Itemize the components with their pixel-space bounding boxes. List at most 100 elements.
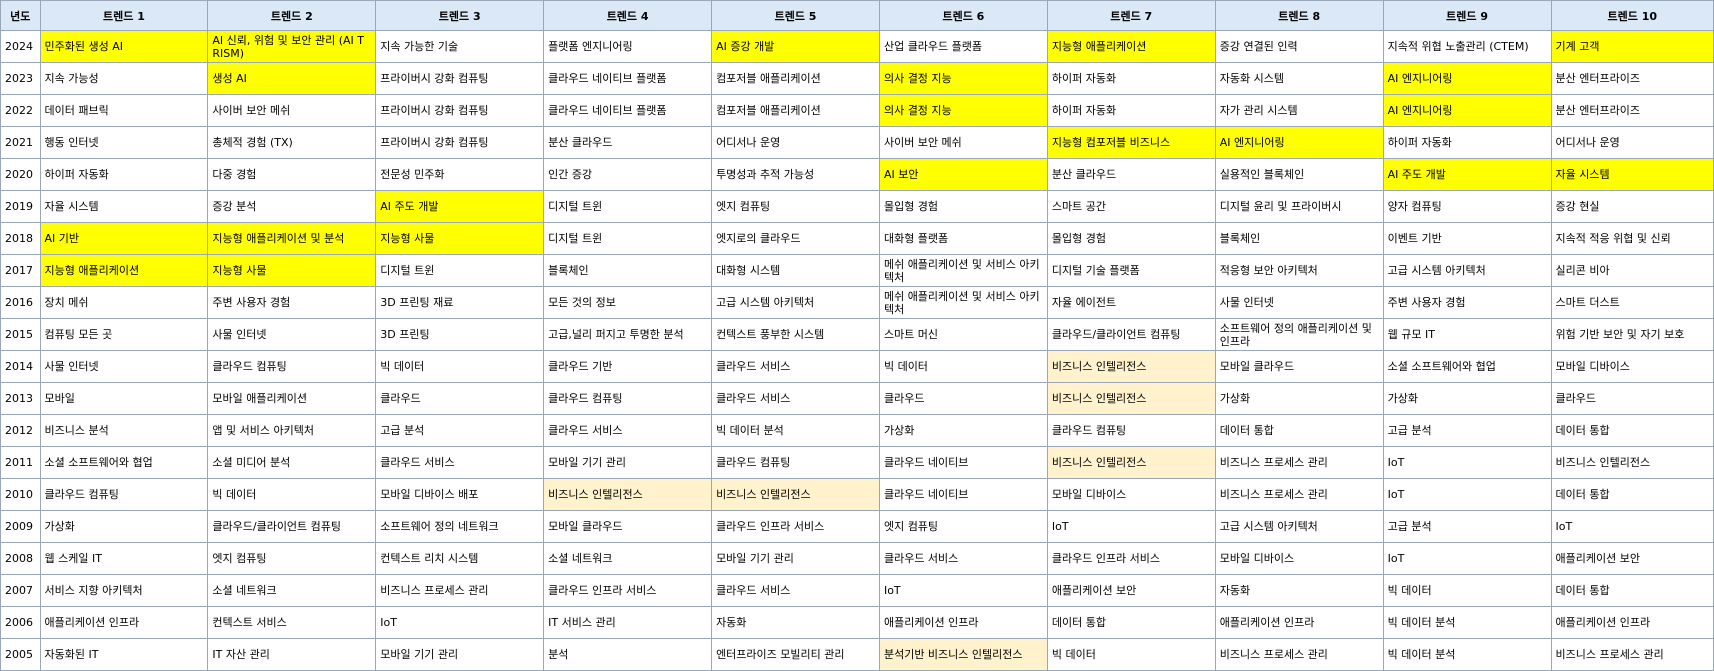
trend-cell[interactable]: AI 신뢰, 위험 및 보안 관리 (AI TRISM)	[207, 30, 377, 63]
trend-cell[interactable]: 데이터 통합	[1046, 606, 1216, 639]
trend-cell[interactable]: 산업 클라우드 플랫폼	[878, 30, 1048, 63]
trend-cell[interactable]: 클라우드 서비스	[711, 350, 880, 383]
trend-cell[interactable]: 비즈니스 인텔리전스	[1046, 382, 1216, 415]
trend-cell[interactable]: 행동 인터넷	[39, 126, 209, 159]
trend-cell[interactable]: 위험 기반 보안 및 자기 보호	[1550, 318, 1714, 351]
trend-cell[interactable]: 비즈니스 인텔리전스	[1550, 446, 1714, 479]
trend-cell[interactable]: 가상화	[1382, 382, 1552, 415]
trend-cell[interactable]: 소셜 네트워크	[543, 542, 713, 575]
trend-cell[interactable]: 웹 스케일 IT	[39, 542, 209, 575]
trend-cell[interactable]: 분산 엔터프라이즈	[1550, 62, 1714, 95]
trend-cell[interactable]: 메쉬 애플리케이션 및 서비스 아키텍처	[878, 286, 1048, 319]
trend-cell[interactable]: 애플리케이션 보안	[1550, 542, 1714, 575]
column-header-trend-7[interactable]: 트렌드 7	[1046, 0, 1216, 31]
trend-cell[interactable]: 데이터 통합	[1550, 478, 1714, 511]
trend-cell[interactable]: 엣지 컴퓨팅	[207, 542, 377, 575]
trend-cell[interactable]: 가상화	[878, 414, 1048, 447]
trend-cell[interactable]: 3D 프린팅 재료	[375, 286, 545, 319]
trend-cell[interactable]: AI 엔지니어링	[1214, 126, 1384, 159]
trend-cell[interactable]: 빅 데이터	[207, 478, 377, 511]
trend-cell[interactable]: 클라우드 서비스	[711, 382, 880, 415]
column-header-trend-10[interactable]: 트렌드 10	[1550, 0, 1714, 31]
trend-cell[interactable]: 고급 분석	[1382, 414, 1552, 447]
trend-cell[interactable]: 애플리케이션 인프라	[1214, 606, 1384, 639]
column-header-trend-5[interactable]: 트렌드 5	[711, 0, 880, 31]
trend-cell[interactable]: 대화형 시스템	[711, 254, 880, 287]
trend-cell[interactable]: 모바일	[39, 382, 209, 415]
trend-cell[interactable]: 클라우드	[878, 382, 1048, 415]
trend-cell[interactable]: 어디서나 운영	[711, 126, 880, 159]
trend-cell[interactable]: 데이터 통합	[1214, 414, 1384, 447]
trend-cell[interactable]: 클라우드 네이티브 플랫폼	[543, 94, 713, 127]
trend-cell[interactable]: 인간 증강	[543, 158, 713, 191]
year-cell[interactable]: 2005	[0, 638, 41, 671]
trend-cell[interactable]: 클라우드 컴퓨팅	[207, 350, 377, 383]
trend-cell[interactable]: 클라우드 컴퓨팅	[1046, 414, 1216, 447]
trend-cell[interactable]: 의사 결정 지능	[878, 94, 1048, 127]
trend-cell[interactable]: 앱 및 서비스 아키텍처	[207, 414, 377, 447]
year-cell[interactable]: 2012	[0, 414, 41, 447]
trend-cell[interactable]: 모바일 디바이스	[1550, 350, 1714, 383]
trend-cell[interactable]: 비즈니스 프로세스 관리	[375, 574, 545, 607]
trend-cell[interactable]: 빅 데이터 분석	[1382, 638, 1552, 671]
trend-cell[interactable]: 고급 시스템 아키텍처	[1214, 510, 1384, 543]
trend-cell[interactable]: 클라우드 컴퓨팅	[711, 446, 880, 479]
trend-cell[interactable]: 스마트 머신	[878, 318, 1048, 351]
year-cell[interactable]: 2023	[0, 62, 41, 95]
trend-cell[interactable]: IoT	[375, 606, 545, 639]
trend-cell[interactable]: 가상화	[1214, 382, 1384, 415]
trend-cell[interactable]: 엣지 컴퓨팅	[878, 510, 1048, 543]
trend-cell[interactable]: 증강 연결된 인력	[1214, 30, 1384, 63]
trend-cell[interactable]: 증강 분석	[207, 190, 377, 223]
trend-cell[interactable]: AI 엔지니어링	[1382, 62, 1552, 95]
column-header-trend-4[interactable]: 트렌드 4	[543, 0, 713, 31]
trend-cell[interactable]: 모바일 디바이스	[1214, 542, 1384, 575]
trend-cell[interactable]: 데이터 패브릭	[39, 94, 209, 127]
trend-cell[interactable]: 소프트웨어 정의 네트워크	[375, 510, 545, 543]
trend-cell[interactable]: 빅 데이터	[1046, 638, 1216, 671]
trend-cell[interactable]: 가상화	[39, 510, 209, 543]
trend-cell[interactable]: 고급 시스템 아키텍처	[711, 286, 880, 319]
year-cell[interactable]: 2019	[0, 190, 41, 223]
year-cell[interactable]: 2016	[0, 286, 41, 319]
trend-cell[interactable]: 클라우드 서비스	[375, 446, 545, 479]
trend-cell[interactable]: 서비스 지향 아키텍처	[39, 574, 209, 607]
trend-cell[interactable]: 자동화	[711, 606, 880, 639]
trend-cell[interactable]: 소셜 미디어 분석	[207, 446, 377, 479]
trend-cell[interactable]: 모바일 기기 관리	[711, 542, 880, 575]
trend-cell[interactable]: IoT	[1550, 510, 1714, 543]
trend-cell[interactable]: IT 서비스 관리	[543, 606, 713, 639]
trend-cell[interactable]: AI 주도 개발	[375, 190, 545, 223]
trend-cell[interactable]: 몰입형 경험	[1046, 222, 1216, 255]
trend-cell[interactable]: 엔터프라이즈 모빌리티 관리	[711, 638, 880, 671]
trend-cell[interactable]: 비즈니스 인텔리전스	[1046, 446, 1216, 479]
trend-cell[interactable]: 애플리케이션 인프라	[878, 606, 1048, 639]
trend-cell[interactable]: 지속 가능한 기술	[375, 30, 545, 63]
trend-cell[interactable]: 클라우드/클라이언트 컴퓨팅	[1046, 318, 1216, 351]
trend-cell[interactable]: 고급 분석	[375, 414, 545, 447]
trend-cell[interactable]: 빅 데이터	[375, 350, 545, 383]
trend-cell[interactable]: 자동화 시스템	[1214, 62, 1384, 95]
trend-cell[interactable]: 비즈니스 인텔리전스	[1046, 350, 1216, 383]
trend-cell[interactable]: 빅 데이터	[878, 350, 1048, 383]
trend-cell[interactable]: 프라이버시 강화 컴퓨팅	[375, 126, 545, 159]
trend-cell[interactable]: 지능형 컴포저블 비즈니스	[1046, 126, 1216, 159]
trend-cell[interactable]: 증강 현실	[1550, 190, 1714, 223]
trend-cell[interactable]: 클라우드 네이티브	[878, 446, 1048, 479]
trend-cell[interactable]: 지속적 적응 위협 및 신뢰	[1550, 222, 1714, 255]
trend-cell[interactable]: 자동화된 IT	[39, 638, 209, 671]
trend-cell[interactable]: 컨텍스트 풍부한 시스템	[711, 318, 880, 351]
trend-cell[interactable]: AI 엔지니어링	[1382, 94, 1552, 127]
trend-cell[interactable]: 3D 프린팅	[375, 318, 545, 351]
trend-cell[interactable]: 컨텍스트 리치 시스템	[375, 542, 545, 575]
trend-cell[interactable]: 클라우드 인프라 서비스	[711, 510, 880, 543]
trend-cell[interactable]: 비즈니스 분석	[39, 414, 209, 447]
trend-cell[interactable]: 소프트웨어 정의 애플리케이션 및 인프라	[1214, 318, 1384, 351]
trend-cell[interactable]: 지능형 사물	[375, 222, 545, 255]
trend-cell[interactable]: 블록체인	[543, 254, 713, 287]
trend-cell[interactable]: 프라이버시 강화 컴퓨팅	[375, 94, 545, 127]
trend-cell[interactable]: 플랫폼 엔지니어링	[543, 30, 713, 63]
trend-cell[interactable]: 사이버 보안 메쉬	[207, 94, 377, 127]
trend-cell[interactable]: 애플리케이션 보안	[1046, 574, 1216, 607]
trend-cell[interactable]: 비즈니스 인텔리전스	[543, 478, 713, 511]
